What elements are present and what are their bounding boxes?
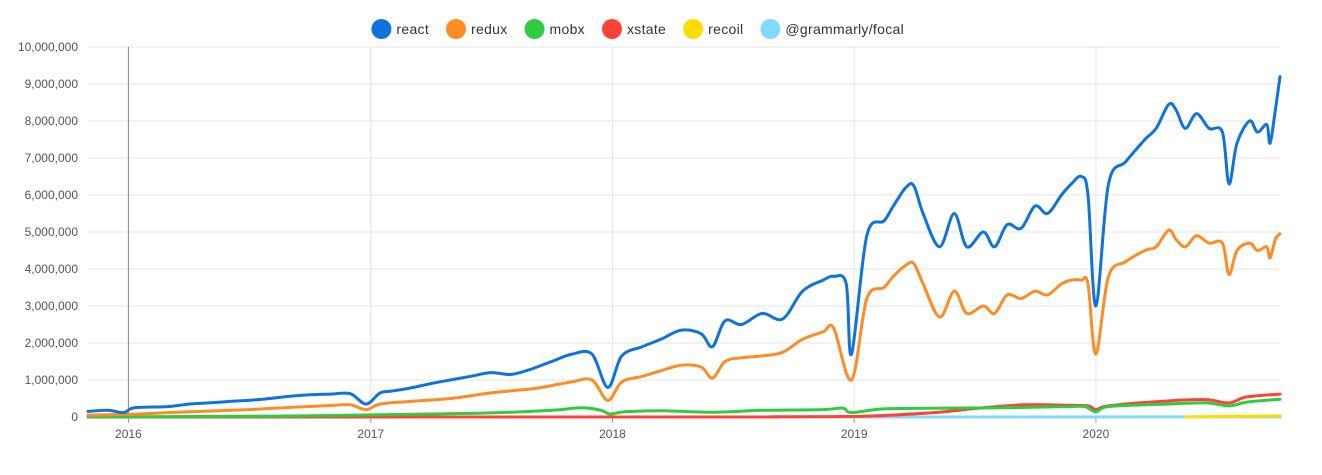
legend: react redux mobx xstate recoil @grammarly/foc…	[371, 19, 904, 39]
x-tick-label: 2016	[115, 427, 142, 441]
y-tick-label: 6,000,000	[25, 188, 79, 202]
y-tick-label: 1,000,000	[25, 373, 79, 387]
legend-item-mobx[interactable]: mobx	[524, 19, 585, 39]
axis-layer: 0 1,000,000 2,000,000 3,000,000 4,000,000 5,0…	[18, 40, 1280, 441]
series-line-xstate	[86, 392, 1282, 419]
x-tick-label: 2020	[1083, 427, 1110, 441]
series-line-redux	[86, 228, 1282, 417]
grid-layer	[88, 46, 1280, 418]
legend-label: react	[396, 21, 429, 37]
x-tick-label: 2019	[841, 427, 868, 441]
legend-swatch	[524, 19, 545, 39]
legend-label: redux	[471, 21, 508, 37]
series-line-mobx	[86, 397, 1282, 419]
legend-item-recoil[interactable]: recoil	[683, 19, 743, 39]
legend-swatch	[446, 19, 467, 39]
y-tick-label: 2,000,000	[25, 336, 79, 350]
legend-swatch	[760, 19, 781, 39]
y-tick-label: 4,000,000	[25, 262, 79, 276]
y-tick-label: 5,000,000	[25, 225, 79, 239]
series-layer	[86, 75, 1282, 419]
legend-item-grammarly-focal[interactable]: @grammarly/focal	[760, 19, 904, 39]
y-tick-label: 0	[71, 410, 78, 424]
legend-label: @grammarly/focal	[785, 21, 904, 37]
legend-swatch	[371, 19, 392, 39]
legend-item-redux[interactable]: redux	[446, 19, 508, 39]
legend-label: xstate	[627, 21, 666, 37]
legend-item-xstate[interactable]: xstate	[601, 19, 666, 39]
y-tick-label: 3,000,000	[25, 299, 79, 313]
legend-swatch	[683, 19, 704, 39]
y-tick-label: 8,000,000	[25, 114, 79, 128]
legend-label: mobx	[550, 21, 585, 37]
legend-swatch	[601, 19, 622, 39]
legend-item-react[interactable]: react	[371, 19, 429, 39]
y-tick-label: 7,000,000	[25, 151, 79, 165]
y-tick-label: 10,000,000	[18, 40, 78, 54]
legend-label: recoil	[708, 21, 743, 37]
y-tick-label: 9,000,000	[25, 77, 79, 91]
series-line-react	[86, 75, 1282, 415]
x-tick-label: 2018	[599, 427, 626, 441]
series-line-recoil	[1183, 414, 1282, 419]
x-tick-label: 2017	[357, 427, 384, 441]
